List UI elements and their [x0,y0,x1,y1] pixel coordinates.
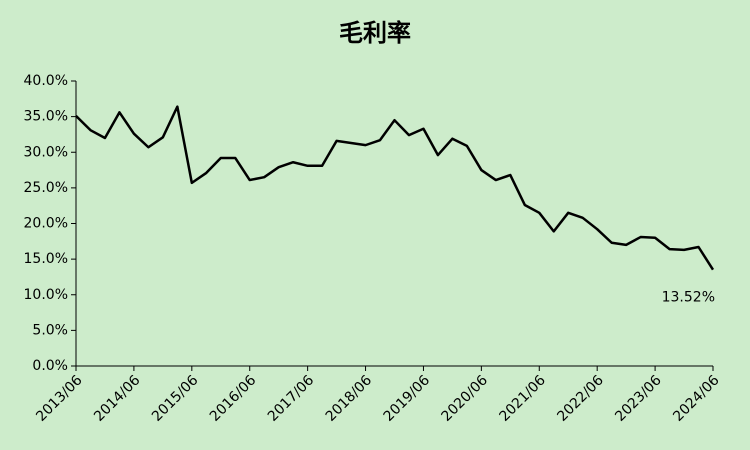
x-tick-label: 2022/06 [554,372,607,425]
x-tick-label: 2024/06 [670,372,723,425]
x-tick-label: 2018/06 [323,372,376,425]
y-tick-label: 30.0% [24,144,68,160]
chart-title: 毛利率 [339,19,411,47]
line [75,105,715,271]
y-tick-label: 35.0% [24,109,68,125]
y-tick-label: 40.0% [24,73,68,89]
y-tick-label: 0.0% [32,358,68,374]
y-tick-label: 5.0% [32,322,68,338]
x-tick-label: 2021/06 [496,372,549,425]
x-tick-label: 2013/06 [33,372,86,425]
y-tick-label: 15.0% [24,251,68,267]
x-tick-label: 2023/06 [612,372,665,425]
y-tick-label: 10.0% [24,287,68,303]
x-tick-label: 2014/06 [91,372,144,425]
y-tick-label: 25.0% [24,180,68,196]
x-tick-label: 2015/06 [149,372,202,425]
x-tick-label: 2020/06 [439,372,492,425]
y-tick-label: 20.0% [24,216,68,232]
x-tick-label: 2016/06 [207,372,260,425]
data-label: 13.52% [662,290,715,306]
x-tick-label: 2017/06 [265,372,318,425]
x-tick-label: 2019/06 [381,372,434,425]
